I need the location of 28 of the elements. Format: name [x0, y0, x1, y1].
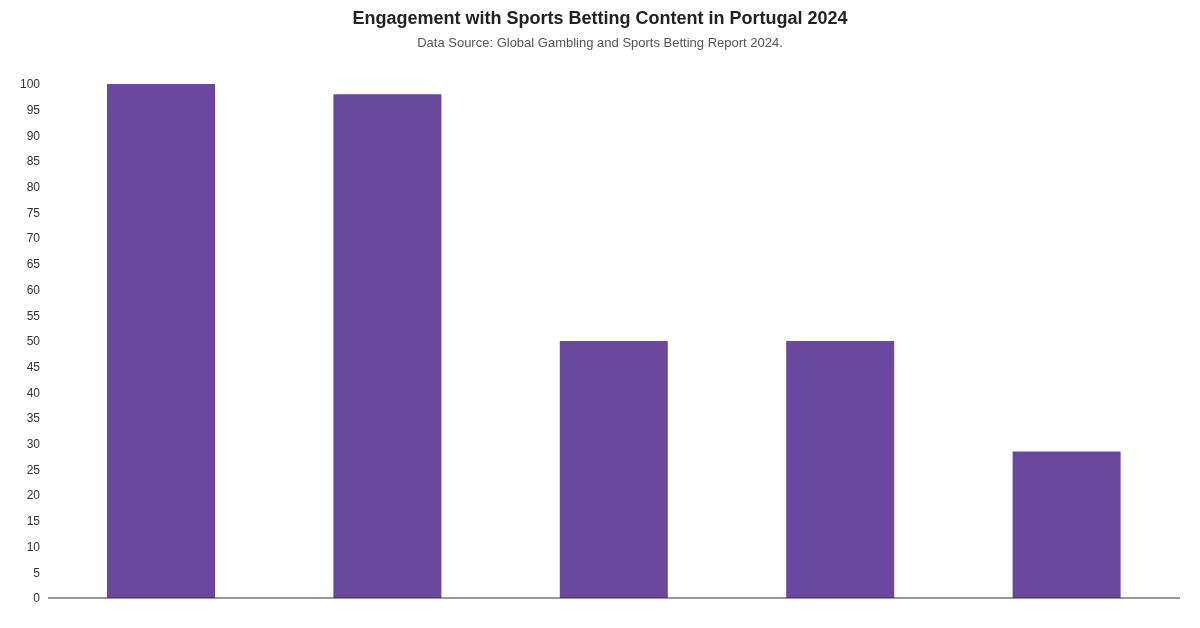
bar: [1012, 451, 1121, 598]
bar: [333, 94, 442, 598]
bar: [786, 341, 895, 598]
y-tick-label: 90: [26, 128, 41, 143]
bar: [559, 341, 668, 598]
y-tick-label: 100: [19, 77, 41, 92]
y-tick-label: 50: [26, 334, 41, 349]
y-tick-label: 70: [26, 231, 41, 246]
y-tick-label: 5: [33, 565, 41, 580]
y-tick-label: 75: [26, 205, 41, 220]
y-tick-label: 20: [26, 488, 41, 503]
y-tick-label: 15: [26, 514, 41, 529]
y-tick-label: 80: [26, 180, 41, 195]
y-tick-label: 55: [26, 308, 41, 323]
y-tick-label: 45: [26, 359, 41, 374]
bar: [107, 84, 215, 598]
y-tick-label: 40: [26, 385, 41, 400]
y-tick-label: 30: [26, 437, 41, 452]
y-tick-label: 95: [26, 102, 41, 117]
y-tick-label: 25: [26, 462, 41, 477]
chart-subtitle: Data Source: Global Gambling and Sports Betting Report 2024.: [416, 35, 784, 50]
y-tick-label: 35: [26, 411, 41, 426]
chart-title: Engagement with Sports Betting Content in Portugal 2024: [351, 8, 849, 29]
y-tick-label: 85: [26, 154, 41, 169]
y-tick-label: 65: [26, 257, 41, 272]
y-tick-label: 60: [26, 282, 41, 297]
y-tick-label: 10: [26, 539, 41, 554]
y-tick-label: 0: [33, 591, 41, 606]
